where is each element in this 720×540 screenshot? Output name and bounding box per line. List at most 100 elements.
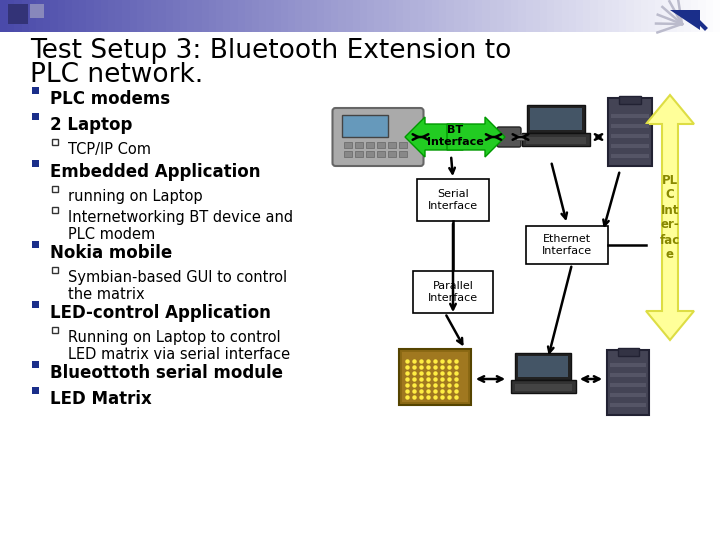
Bar bbox=[72, 0, 79, 32]
FancyBboxPatch shape bbox=[497, 127, 521, 147]
Bar bbox=[583, 0, 590, 32]
Bar bbox=[79, 0, 86, 32]
Text: Serial
Interface: Serial Interface bbox=[428, 189, 478, 211]
Bar bbox=[547, 0, 554, 32]
Bar bbox=[576, 0, 583, 32]
Bar bbox=[252, 0, 259, 32]
Bar bbox=[173, 0, 180, 32]
Bar bbox=[94, 0, 101, 32]
Bar bbox=[511, 0, 518, 32]
Bar bbox=[670, 0, 677, 32]
Bar bbox=[684, 0, 691, 32]
Bar bbox=[281, 0, 288, 32]
Text: Internetworking BT device and
PLC modem: Internetworking BT device and PLC modem bbox=[68, 210, 293, 242]
Bar bbox=[610, 373, 646, 376]
Bar bbox=[245, 0, 252, 32]
Bar bbox=[475, 0, 482, 32]
Bar bbox=[50, 0, 58, 32]
Bar bbox=[618, 348, 639, 355]
Bar bbox=[295, 0, 302, 32]
Bar bbox=[331, 0, 338, 32]
Bar bbox=[413, 271, 493, 313]
FancyArrow shape bbox=[405, 117, 463, 157]
Bar bbox=[36, 0, 43, 32]
Bar bbox=[324, 0, 331, 32]
Bar bbox=[522, 133, 590, 146]
Bar bbox=[310, 0, 317, 32]
Bar bbox=[610, 393, 646, 396]
Bar bbox=[158, 0, 166, 32]
Bar bbox=[52, 267, 58, 273]
Polygon shape bbox=[646, 95, 694, 340]
Text: PL
C
Int
er-
fac
e: PL C Int er- fac e bbox=[660, 173, 680, 261]
Bar bbox=[377, 151, 384, 157]
FancyBboxPatch shape bbox=[333, 108, 423, 166]
Bar bbox=[259, 0, 266, 32]
Bar bbox=[399, 349, 471, 405]
Bar bbox=[238, 0, 245, 32]
Text: Ethernet
Interface: Ethernet Interface bbox=[542, 234, 592, 256]
Bar bbox=[677, 0, 684, 32]
Text: PLC network.: PLC network. bbox=[30, 62, 203, 88]
FancyArrow shape bbox=[447, 117, 505, 157]
Text: PLC modems: PLC modems bbox=[50, 90, 170, 108]
Bar bbox=[526, 137, 586, 144]
Bar bbox=[209, 0, 216, 32]
Bar bbox=[346, 0, 353, 32]
Bar bbox=[137, 0, 144, 32]
Bar bbox=[32, 87, 39, 94]
Bar bbox=[398, 151, 407, 157]
Bar bbox=[530, 109, 582, 130]
Bar bbox=[144, 0, 151, 32]
Bar bbox=[461, 0, 468, 32]
Bar bbox=[641, 0, 648, 32]
Bar bbox=[425, 0, 432, 32]
Bar bbox=[29, 0, 36, 32]
Bar bbox=[611, 134, 649, 138]
Text: TCP/IP Com: TCP/IP Com bbox=[68, 142, 151, 157]
Bar bbox=[540, 0, 547, 32]
Bar bbox=[108, 0, 115, 32]
Bar bbox=[30, 4, 44, 18]
Bar bbox=[274, 0, 281, 32]
Bar bbox=[662, 0, 670, 32]
Bar bbox=[7, 0, 14, 32]
Text: running on Laptop: running on Laptop bbox=[68, 189, 202, 204]
Polygon shape bbox=[670, 10, 700, 30]
Bar bbox=[619, 96, 641, 104]
Bar bbox=[648, 0, 655, 32]
Bar bbox=[698, 0, 706, 32]
Bar bbox=[562, 0, 569, 32]
Bar bbox=[713, 0, 720, 32]
Text: LED-control Application: LED-control Application bbox=[50, 304, 271, 322]
Bar bbox=[527, 105, 585, 133]
Bar bbox=[122, 0, 130, 32]
Bar bbox=[0, 0, 7, 32]
Text: Running on Laptop to control
LED matrix via serial interface: Running on Laptop to control LED matrix … bbox=[68, 330, 290, 362]
Bar bbox=[598, 0, 605, 32]
Bar bbox=[389, 0, 396, 32]
Text: Parallel
Interface: Parallel Interface bbox=[428, 281, 478, 303]
Bar bbox=[611, 144, 649, 148]
Bar bbox=[482, 0, 490, 32]
Bar bbox=[396, 0, 403, 32]
Text: Blueottoth serial module: Blueottoth serial module bbox=[50, 364, 283, 382]
Bar bbox=[402, 352, 468, 402]
Bar bbox=[515, 384, 572, 390]
Bar bbox=[354, 151, 362, 157]
Bar bbox=[52, 207, 58, 213]
Text: 2 Laptop: 2 Laptop bbox=[50, 116, 132, 134]
Bar bbox=[518, 356, 567, 377]
Text: Embedded Application: Embedded Application bbox=[50, 163, 261, 181]
Bar bbox=[611, 124, 649, 128]
Text: Test Setup 3: Bluetooth Extension to: Test Setup 3: Bluetooth Extension to bbox=[30, 38, 511, 64]
Bar bbox=[302, 0, 310, 32]
Bar bbox=[366, 142, 374, 148]
Bar bbox=[446, 0, 454, 32]
Bar bbox=[32, 113, 39, 120]
Bar bbox=[569, 0, 576, 32]
Bar bbox=[317, 0, 324, 32]
Bar bbox=[377, 142, 384, 148]
Bar bbox=[468, 0, 475, 32]
Bar bbox=[65, 0, 72, 32]
